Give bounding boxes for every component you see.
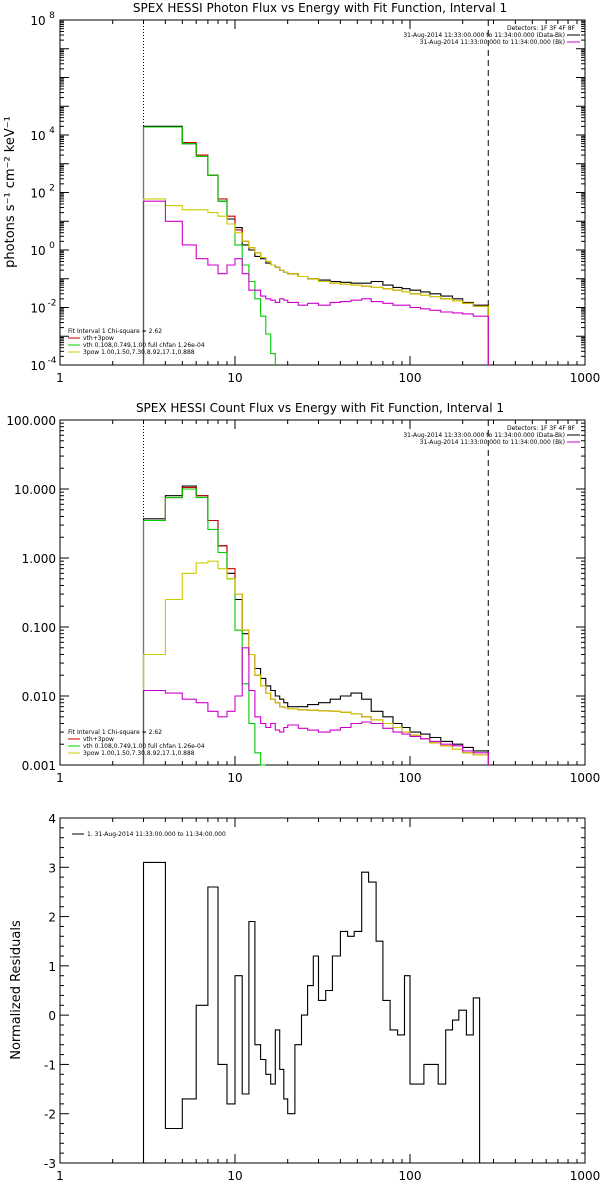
y-tick-label: -1	[44, 1058, 56, 1072]
photon-legend-bottom-left: Fit Interval 1 Chi-square = 2.62 vth+3po…	[68, 328, 205, 356]
y-tick-label: 10	[30, 359, 45, 373]
x-tick-label: 10	[227, 371, 242, 385]
series-vth-line	[142, 488, 266, 766]
count-flux-panel: SPEX HESSI Count Flux vs Energy with Fit…	[6, 401, 600, 785]
photon-plot-frame	[59, 19, 586, 366]
y-tick-label: 10	[30, 129, 45, 143]
count-legend-top-right: Detectors: 1F 3F 4F 8F 31-Aug-2014 11:33…	[403, 425, 580, 446]
y-tick-label: 0.010	[22, 690, 56, 704]
y-tick-exponent: -4	[48, 356, 57, 366]
y-tick-exponent: -2	[48, 299, 57, 309]
y-tick-label: 10	[30, 187, 45, 201]
series-data-bk-line	[142, 125, 489, 365]
series-residuals-line	[142, 861, 481, 1163]
count-plot-frame	[59, 419, 586, 766]
y-tick-label: 3	[48, 861, 56, 875]
y-tick-label: 10	[30, 14, 45, 28]
x-tick-label: 1	[56, 771, 64, 785]
photon-legend-chi: Fit Interval 1 Chi-square = 2.62	[68, 328, 162, 335]
photon-legend-data-bk: 31-Aug-2014 11:33:00.000 to 11:34:00.000…	[403, 32, 565, 39]
y-tick-label: 100.000	[6, 414, 56, 428]
count-legend-vth: vth 0.108,0.749,1.00 full chfan 1.26e-04	[83, 743, 205, 750]
x-tick-label: 1000	[570, 1169, 600, 1183]
count-legend-data-bk: 31-Aug-2014 11:33:00.000 to 11:34:00.000…	[403, 432, 565, 439]
series-vth-3pow-line	[142, 126, 489, 365]
count-legend-bk: 31-Aug-2014 11:33:00.000 to 11:34:00.000…	[420, 439, 565, 446]
x-tick-label: 100	[399, 371, 422, 385]
count-legend-bottom-left: Fit Interval 1 Chi-square = 2.62 vth+3po…	[68, 729, 205, 757]
photon-flux-panel: SPEX HESSI Photon Flux vs Energy with Fi…	[3, 1, 600, 385]
residuals-legend: 1. 31-Aug-2014 11:33:00.000 to 11:34:00.…	[72, 831, 226, 838]
photon-legend-bk: 31-Aug-2014 11:33:00.000 to 11:34:00.000…	[420, 39, 565, 46]
x-tick-label: 10	[227, 1169, 242, 1183]
x-tick-label: 1	[56, 1169, 64, 1183]
y-tick-label: 4	[48, 812, 56, 826]
residuals-panel: 1 10 100 1000 -3 -2 -1 0 1 2 3 4 Normalized Residu…	[9, 812, 600, 1183]
photon-flux-title: SPEX HESSI Photon Flux vs Energy with Fi…	[133, 1, 507, 15]
y-tick-label: 0.100	[22, 621, 56, 635]
x-tick-label: 100	[399, 771, 422, 785]
residuals-legend-text: 1. 31-Aug-2014 11:33:00.000 to 11:34:00.…	[87, 831, 226, 838]
count-legend-3pow: 3pow 1.00,1.50,7.30,8.92,17.1,0.888	[83, 750, 195, 757]
y-tick-label: 0	[48, 1009, 56, 1023]
series-bk-line	[142, 200, 489, 365]
series-vth-line	[142, 126, 276, 365]
photon-legend-vth3pow: vth+3pow	[83, 335, 114, 342]
y-tick-label: 0.001	[22, 759, 56, 773]
series-3pow-line	[142, 560, 489, 765]
series-3pow-line	[142, 198, 489, 365]
photon-y-axis-label: photons s⁻¹ cm⁻² keV⁻¹	[3, 116, 18, 268]
y-tick-exponent: 8	[49, 11, 55, 21]
y-tick-exponent: 0	[49, 241, 55, 251]
x-tick-label: 1000	[570, 771, 600, 785]
photon-legend-3pow: 3pow 1.00,1.50,7.30,8.92,17.1,0.888	[83, 349, 195, 356]
count-legend-chi: Fit Interval 1 Chi-square = 2.62	[68, 729, 162, 736]
residuals-y-axis-label: Normalized Residuals	[9, 920, 24, 1060]
count-legend-detectors: Detectors: 1F 3F 4F 8F	[507, 425, 576, 432]
photon-legend-top-right: Detectors: 1F 3F 4F 8F 31-Aug-2014 11:33…	[403, 25, 580, 46]
count-legend-vth3pow: vth+3pow	[83, 736, 114, 743]
y-tick-label: 10	[30, 302, 45, 316]
y-tick-label: 10.000	[14, 483, 56, 497]
count-flux-title: SPEX HESSI Count Flux vs Energy with Fit…	[136, 401, 504, 415]
series-vth-3pow-line	[142, 486, 489, 765]
y-tick-label: -3	[44, 1157, 56, 1171]
y-tick-exponent: 4	[49, 126, 55, 136]
y-tick-label: 2	[48, 911, 56, 925]
x-tick-label: 1000	[570, 371, 600, 385]
y-tick-label: 1	[48, 960, 56, 974]
y-tick-label: 1.000	[22, 552, 56, 566]
y-tick-exponent: 2	[49, 184, 55, 194]
y-tick-label: -2	[44, 1108, 56, 1122]
series-bk-line	[142, 647, 489, 765]
x-tick-label: 10	[227, 771, 242, 785]
residuals-plot-frame	[59, 817, 586, 1164]
y-tick-label: 10	[30, 244, 45, 258]
series-data-bk-line	[142, 485, 489, 765]
x-tick-label: 100	[399, 1169, 422, 1183]
x-tick-label: 1	[56, 371, 64, 385]
photon-legend-vth: vth 0.108,0.749,1.00 full chfan 1.26e-04	[83, 342, 205, 349]
photon-legend-detectors: Detectors: 1F 3F 4F 8F	[507, 25, 576, 32]
